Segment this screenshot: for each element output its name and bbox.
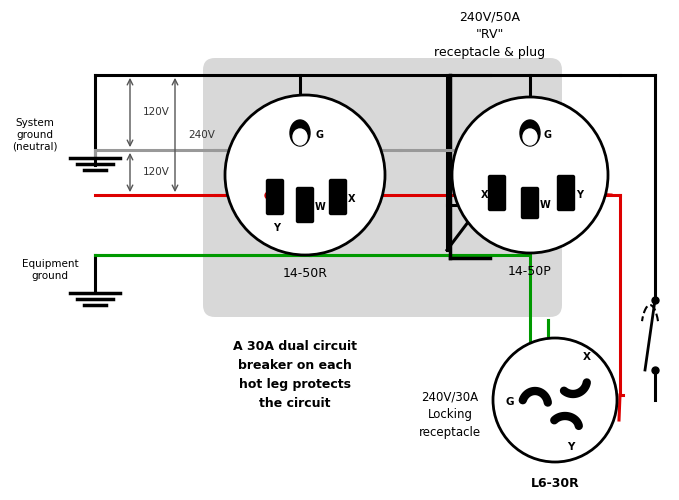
- Text: Equipment
ground: Equipment ground: [22, 259, 78, 281]
- FancyBboxPatch shape: [521, 188, 538, 218]
- Ellipse shape: [523, 129, 537, 145]
- FancyBboxPatch shape: [266, 180, 284, 214]
- FancyBboxPatch shape: [557, 176, 574, 210]
- Text: 240V/30A
Locking
receptacle: 240V/30A Locking receptacle: [419, 390, 481, 439]
- Text: Y: Y: [273, 223, 280, 233]
- Ellipse shape: [290, 120, 310, 146]
- Circle shape: [452, 97, 608, 253]
- Text: W: W: [315, 202, 326, 212]
- Text: X: X: [481, 190, 488, 200]
- Text: A 30A dual circuit
breaker on each
hot leg protects
the circuit: A 30A dual circuit breaker on each hot l…: [233, 340, 357, 410]
- Text: Y: Y: [576, 190, 583, 200]
- Text: X: X: [348, 194, 356, 204]
- Text: 120V: 120V: [143, 167, 170, 177]
- FancyBboxPatch shape: [488, 176, 505, 210]
- Text: 240V: 240V: [188, 130, 215, 140]
- Circle shape: [225, 95, 385, 255]
- Text: Y: Y: [567, 442, 574, 452]
- FancyBboxPatch shape: [329, 180, 346, 214]
- FancyBboxPatch shape: [297, 188, 314, 222]
- Text: 14-50P: 14-50P: [508, 265, 552, 278]
- FancyBboxPatch shape: [203, 58, 562, 317]
- Text: G: G: [505, 397, 513, 407]
- Text: W: W: [540, 200, 551, 210]
- Text: 240V/50A
"RV"
receptacle & plug: 240V/50A "RV" receptacle & plug: [435, 10, 545, 59]
- Ellipse shape: [520, 120, 540, 146]
- Text: G: G: [544, 130, 552, 140]
- Text: System
ground
(neutral): System ground (neutral): [12, 118, 58, 152]
- Text: L6-30R: L6-30R: [530, 477, 579, 490]
- Text: 14-50R: 14-50R: [282, 267, 327, 280]
- Ellipse shape: [293, 129, 307, 145]
- Circle shape: [493, 338, 617, 462]
- Text: X: X: [583, 352, 591, 362]
- Text: 120V: 120V: [143, 107, 170, 117]
- Text: G: G: [316, 130, 324, 140]
